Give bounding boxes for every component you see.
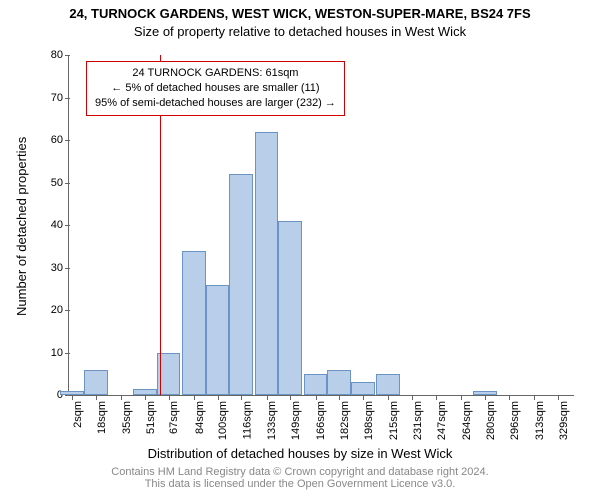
histogram-bar [229, 174, 253, 395]
y-tick: 70 [51, 92, 69, 104]
x-tick: 100sqm [218, 395, 230, 440]
x-tick: 2sqm [72, 395, 84, 428]
x-tick: 329sqm [558, 395, 570, 440]
x-tick: 296sqm [509, 395, 521, 440]
histogram-bar [182, 251, 206, 396]
x-tick: 182sqm [339, 395, 351, 440]
y-tick: 10 [51, 347, 69, 359]
histogram-bar [473, 391, 497, 395]
histogram-bar [84, 370, 108, 396]
annotation-line-2: ← 5% of detached houses are smaller (11) [95, 81, 336, 96]
annotation-box: 24 TURNOCK GARDENS: 61sqm ← 5% of detach… [86, 61, 345, 116]
y-axis-label: Number of detached properties [14, 137, 29, 316]
y-tick: 30 [51, 262, 69, 274]
x-tick: 198sqm [363, 395, 375, 440]
x-axis-label: Distribution of detached houses by size … [0, 446, 600, 461]
x-tick: 51sqm [145, 395, 157, 434]
x-tick: 67sqm [169, 395, 181, 434]
x-tick: 280sqm [485, 395, 497, 440]
annotation-line-3: 95% of semi-detached houses are larger (… [95, 96, 336, 111]
histogram-bar [255, 132, 279, 396]
histogram-bar [133, 389, 157, 395]
x-tick: 215sqm [388, 395, 400, 440]
histogram-bar [60, 391, 84, 395]
x-tick: 18sqm [96, 395, 108, 434]
x-tick: 133sqm [267, 395, 279, 440]
chart-footer: Contains HM Land Registry data © Crown c… [0, 466, 600, 490]
histogram-bar [206, 285, 230, 396]
y-tick: 80 [51, 49, 69, 61]
y-tick: 50 [51, 177, 69, 189]
annotation-line-1: 24 TURNOCK GARDENS: 61sqm [95, 66, 336, 81]
x-tick: 35sqm [121, 395, 133, 434]
histogram-bar [351, 382, 375, 395]
histogram-bar [327, 370, 351, 396]
x-tick: 149sqm [290, 395, 302, 440]
x-tick: 166sqm [316, 395, 328, 440]
histogram-bar [376, 374, 400, 395]
y-tick: 60 [51, 134, 69, 146]
y-tick: 20 [51, 304, 69, 316]
x-tick: 116sqm [241, 395, 253, 439]
histogram-bar [304, 374, 328, 395]
x-tick: 264sqm [461, 395, 473, 440]
x-tick: 231sqm [412, 395, 424, 440]
histogram-bar [278, 221, 302, 395]
x-tick: 313sqm [534, 395, 546, 440]
chart-subtitle: Size of property relative to detached ho… [0, 24, 600, 39]
x-tick: 247sqm [436, 395, 448, 440]
x-tick: 84sqm [194, 395, 206, 434]
y-tick: 40 [51, 219, 69, 231]
chart-title: 24, TURNOCK GARDENS, WEST WICK, WESTON-S… [0, 6, 600, 21]
